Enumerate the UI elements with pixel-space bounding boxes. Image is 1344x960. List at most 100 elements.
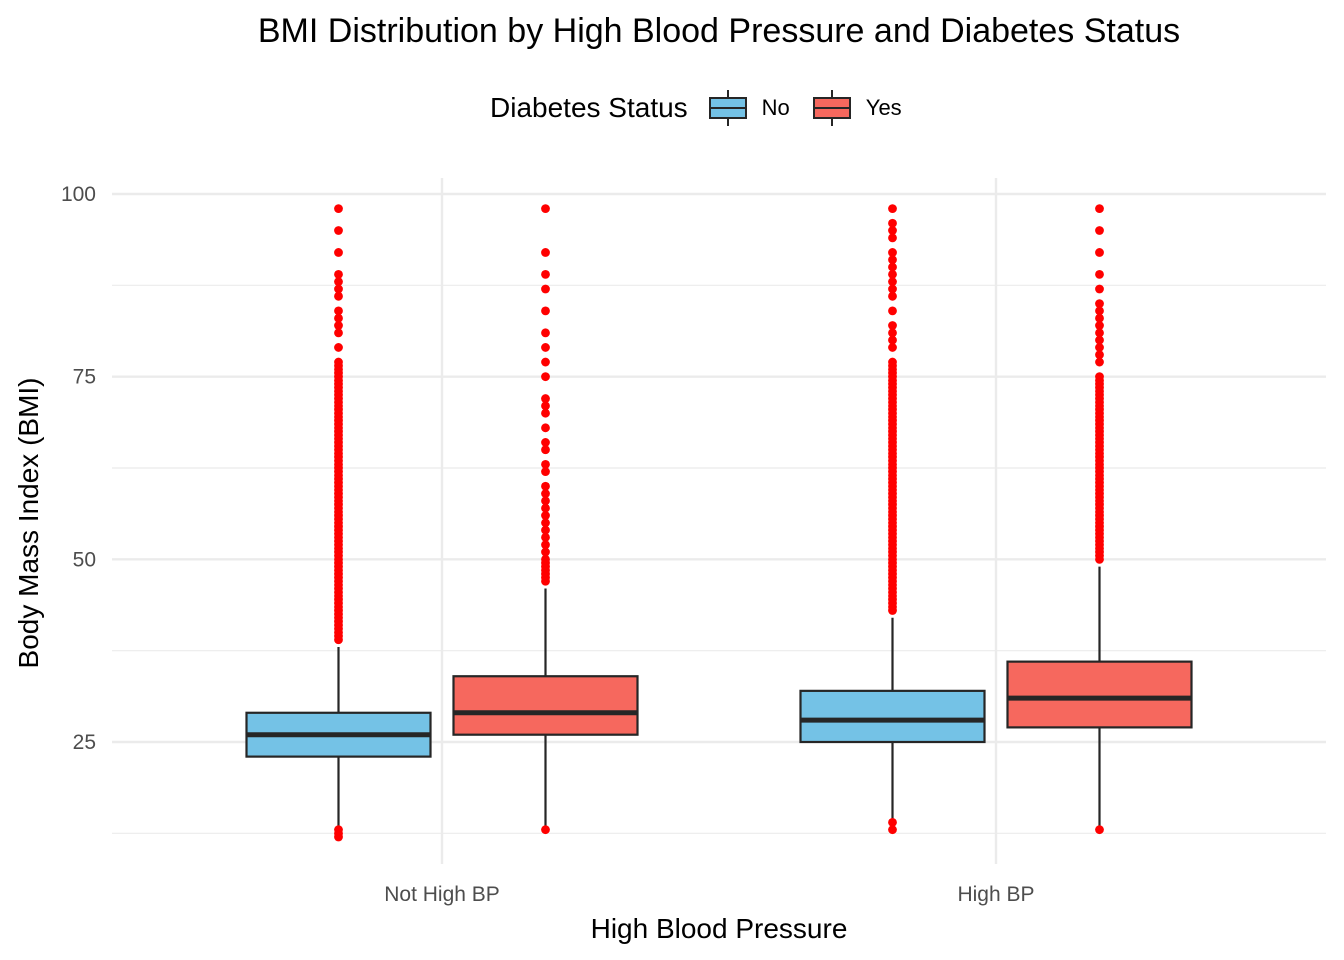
outlier-point [541, 248, 550, 257]
box-no-not-high-bp [245, 647, 432, 830]
outlier-point [541, 357, 550, 367]
outlier-point [334, 291, 343, 301]
legend-title: Diabetes Status [490, 92, 688, 123]
legend-label-yes: Yes [865, 95, 902, 120]
outlier-point [334, 343, 343, 352]
outlier-point [334, 306, 343, 316]
outlier-point [888, 262, 897, 272]
y-axis-title: Body Mass Index (BMI) [13, 378, 44, 669]
outlier-point [541, 328, 550, 338]
outlier-point [541, 554, 550, 564]
legend: Diabetes Status No Yes [490, 88, 922, 128]
outlier-point [541, 525, 550, 535]
y-tick-label: 25 [73, 731, 96, 754]
legend-key-yes [812, 90, 851, 126]
outlier-point [888, 343, 897, 352]
x-tick-label: Not High BP [384, 883, 500, 906]
outlier-point [1095, 269, 1104, 279]
outlier-point [1095, 313, 1104, 323]
chart-title: BMI Distribution by High Blood Pressure … [257, 12, 1181, 50]
grid [112, 178, 1326, 864]
box-iqr [452, 675, 639, 736]
y-tick-label: 100 [61, 183, 96, 206]
outlier-point [1095, 284, 1104, 294]
outlier-point [888, 817, 897, 827]
outlier-point [541, 269, 550, 279]
outlier-point [888, 226, 897, 235]
legend-label-no: No [761, 95, 790, 120]
box-no-high-bp [799, 617, 986, 823]
outlier-point [334, 321, 343, 330]
outlier-point [334, 248, 343, 257]
outlier-point [541, 481, 550, 491]
outlier-point [334, 226, 343, 235]
outlier-point [541, 459, 550, 469]
outlier-point [888, 277, 897, 287]
outlier-point [334, 204, 343, 214]
outlier-point [541, 423, 550, 433]
box-iqr [1006, 660, 1193, 729]
outlier-point [1095, 248, 1104, 257]
axes: 25 50 75 100 Not High BP High BP [61, 183, 1035, 906]
outlier-point [1095, 335, 1104, 345]
outlier-point [541, 408, 550, 418]
outlier-point [1095, 357, 1104, 367]
outlier-point [541, 533, 550, 542]
outlier-point [541, 467, 550, 477]
legend-item-yes: Yes [810, 86, 902, 130]
outlier-point [334, 328, 343, 338]
outlier-point [888, 328, 897, 338]
outlier-point [541, 284, 550, 294]
outlier-point [888, 335, 897, 345]
outlier-point [888, 218, 897, 228]
legend-key-no [708, 90, 747, 126]
outlier-point [334, 277, 343, 287]
x-tick-label: High BP [957, 883, 1034, 906]
outliers [334, 204, 1104, 842]
outlier-point [888, 269, 897, 279]
outlier-point [541, 547, 550, 557]
outlier-point [1095, 350, 1104, 360]
outlier-point [1095, 299, 1104, 308]
outlier-point [541, 343, 550, 352]
outlier-point [541, 511, 550, 520]
outlier-point [888, 357, 897, 367]
outlier-point [334, 825, 343, 835]
outlier-point [1095, 306, 1104, 316]
outlier-point [541, 372, 550, 382]
outlier-point [541, 518, 550, 528]
outlier-point [888, 204, 897, 214]
outlier-point [1095, 204, 1104, 214]
outlier-point [541, 401, 550, 411]
box-iqr [799, 689, 986, 744]
outlier-point [541, 438, 550, 447]
outlier-point [888, 248, 897, 257]
outlier-point [888, 306, 897, 316]
outlier-point [334, 357, 343, 367]
outlier-point [1095, 328, 1104, 338]
outlier-point [541, 489, 550, 498]
outlier-point [1095, 321, 1104, 330]
y-tick-label: 50 [73, 548, 96, 571]
y-tick-label: 75 [73, 366, 96, 389]
outlier-point [541, 204, 550, 214]
outlier-point [888, 825, 897, 835]
outlier-point [541, 394, 550, 403]
outlier-point [541, 503, 550, 513]
outlier-point [888, 255, 897, 265]
outlier-point [1095, 343, 1104, 352]
outlier-point [541, 306, 550, 316]
outlier-point [541, 496, 550, 506]
outlier-point [334, 313, 343, 323]
boxes [245, 566, 1193, 830]
outlier-point [334, 269, 343, 279]
outlier-point [541, 540, 550, 550]
outlier-point [1095, 372, 1104, 382]
outlier-point [888, 284, 897, 294]
outlier-point [1095, 226, 1104, 235]
outlier-point [541, 445, 550, 455]
outlier-point [334, 284, 343, 294]
box-yes-high-bp [1006, 566, 1193, 830]
outlier-point [541, 825, 550, 835]
